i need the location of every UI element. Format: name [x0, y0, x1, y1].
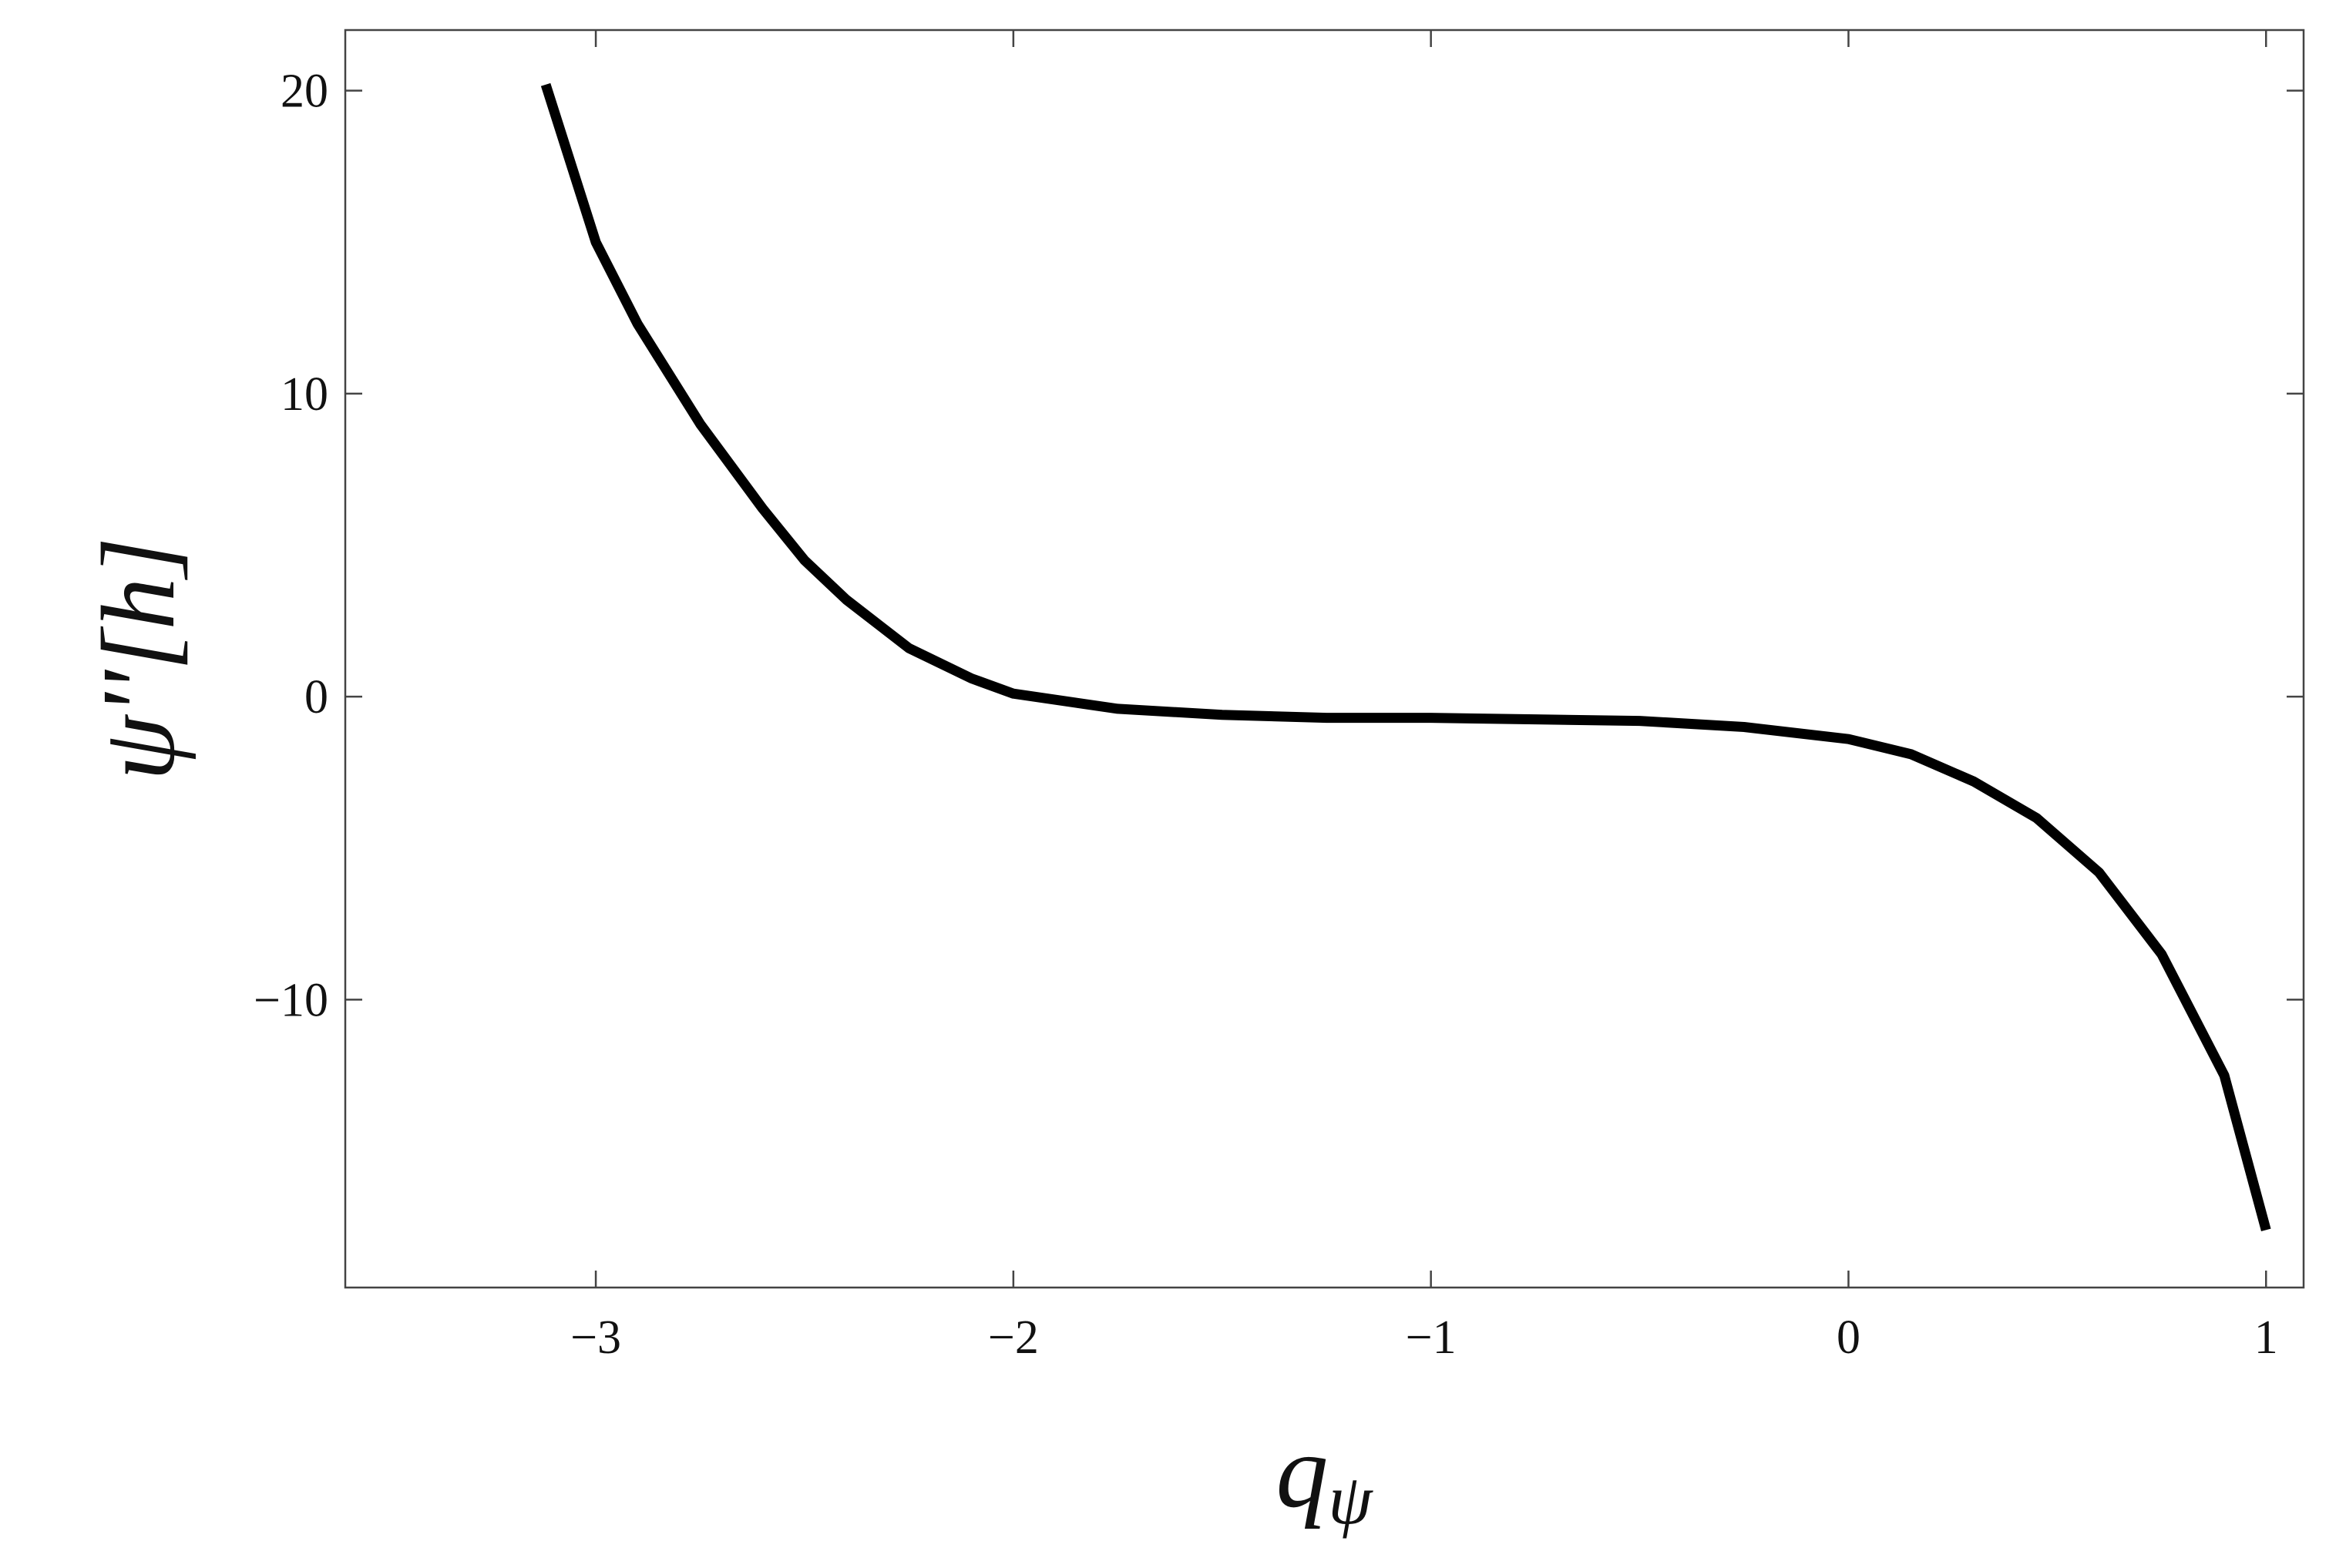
- x-tick-label: 1: [2254, 1311, 2278, 1364]
- plot-frame: [344, 29, 2305, 1289]
- y-axis-label: ψ''[h]: [81, 537, 197, 781]
- x-tick-label: −3: [570, 1311, 621, 1364]
- x-tick-label: −2: [988, 1311, 1039, 1364]
- y-tick-label: 0: [304, 671, 328, 724]
- x-label-sub: ψ: [1328, 1460, 1373, 1539]
- y-tick-label: 10: [281, 368, 328, 421]
- y-tick-label: −10: [254, 974, 328, 1026]
- y-tick-label: 20: [281, 65, 328, 118]
- x-tick-label: 0: [1837, 1311, 1860, 1364]
- x-label-base: q: [1276, 1414, 1328, 1529]
- x-axis-label: qψ: [1276, 1414, 1373, 1539]
- x-tick-label: −1: [1406, 1311, 1457, 1364]
- curve: [540, 82, 2271, 1231]
